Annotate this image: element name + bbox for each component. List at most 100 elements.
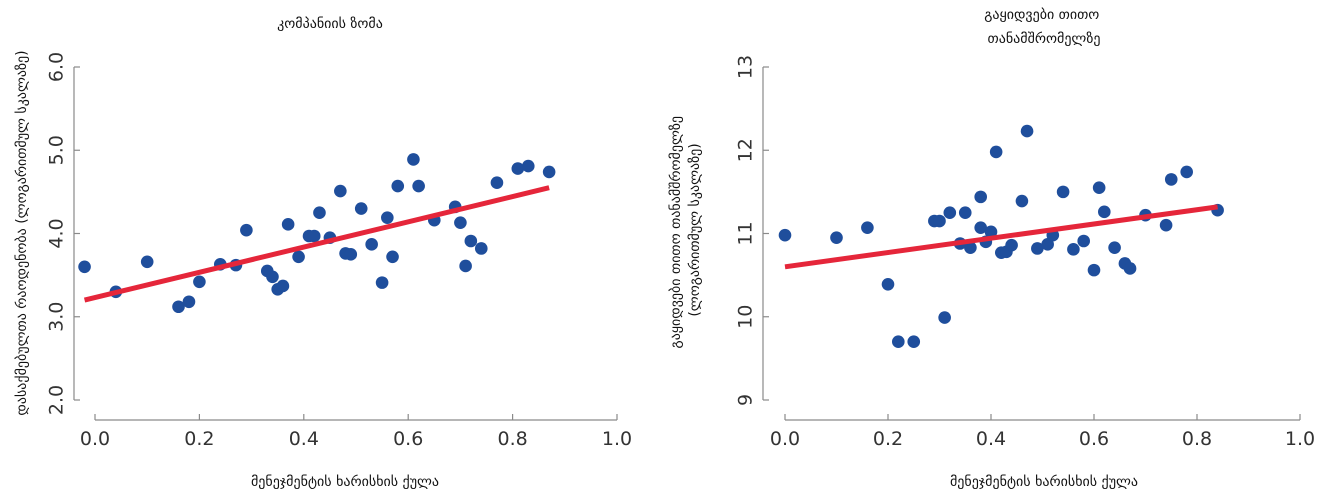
y-tick-label: 4.0 [46, 218, 68, 248]
data-point [1067, 243, 1080, 256]
data-point [386, 250, 399, 264]
data-point [1180, 165, 1193, 179]
data-point [984, 225, 998, 239]
x-tick-label: 0.2 [873, 428, 903, 450]
data-point [1098, 205, 1111, 219]
data-point [1123, 262, 1137, 275]
y-tick-label: 5.0 [46, 135, 68, 165]
data-point [313, 206, 326, 219]
x-axis-title: მენეჯმენტის ხარისხის ქულა [950, 473, 1138, 490]
data-point [381, 211, 394, 224]
data-point [354, 202, 368, 215]
data-point [1015, 194, 1029, 208]
x-tick-label: 0.4 [976, 428, 1006, 450]
data-point [474, 242, 488, 255]
points-series [78, 153, 556, 314]
chart-company-size: კომპანიის ზომა დასაქმებულთა რაოდენობა (ლ… [13, 16, 632, 490]
x-tick-label: 0.0 [80, 428, 110, 450]
data-point [193, 275, 206, 289]
data-point [1020, 124, 1034, 138]
fit-line [83, 185, 550, 303]
x-tick-label: 1.0 [602, 428, 632, 450]
data-point [1005, 238, 1018, 252]
x-tick-label: 0.8 [497, 428, 527, 450]
chart-title: გაყიდვები თითო თანამშრომელზე [984, 7, 1104, 47]
fit-line-group [784, 204, 1218, 270]
data-point [892, 335, 905, 349]
data-point [1108, 241, 1121, 254]
y-axis-title: გაყიდვები თითო თანამშრომელზე (ლოგარითმულ… [667, 112, 703, 349]
data-point [964, 241, 977, 254]
data-point [907, 335, 921, 349]
data-point [974, 190, 987, 204]
data-point [778, 228, 792, 242]
data-point [1159, 218, 1173, 232]
data-point [1087, 263, 1101, 277]
points-series [778, 124, 1224, 349]
chart-title-line: კომპანიის ზომა [277, 16, 383, 32]
x-axis-title: მენეჯმენტის ხარისხის ქულა [251, 473, 439, 490]
data-point [933, 214, 946, 228]
data-point [1041, 238, 1054, 251]
x-tick-label: 0.2 [184, 428, 214, 450]
data-point [407, 153, 420, 166]
x-tick-label: 0.4 [289, 428, 319, 450]
y-axis-title-line: (ლოგარითმულ სკალაზე) [686, 143, 703, 316]
data-point [521, 159, 535, 173]
y-tick-label: 11 [735, 221, 757, 245]
y-axis-title: დასაქმებულთა რაოდენობა (ლოგარითმულ სკალა… [13, 50, 30, 415]
y-tick-label: 3.0 [46, 302, 68, 332]
chart-title-line: თანამშრომელზე [988, 30, 1101, 47]
y-ticks: 9 10 11 12 13 [735, 55, 769, 406]
chart-title: კომპანიის ზომა [277, 16, 383, 32]
data-point [292, 250, 305, 264]
y-tick-label: 9 [735, 394, 757, 406]
data-point [140, 255, 154, 269]
data-point [989, 145, 1003, 159]
fit-line-group [83, 185, 550, 303]
data-point [830, 231, 843, 244]
fit-line [784, 204, 1218, 270]
x-tick-label: 0.8 [1182, 428, 1212, 450]
y-axis-title-line: დასაქმებულთა რაოდენობა (ლოგარითმულ სკალა… [13, 50, 30, 415]
x-tick-label: 0.6 [393, 428, 423, 450]
y-tick-label: 13 [735, 55, 757, 79]
y-axis-title-line: გაყიდვები თითო თანამშრომელზე [667, 116, 684, 348]
data-point [281, 218, 295, 231]
data-point [1164, 173, 1178, 186]
data-point [958, 206, 972, 219]
data-point [974, 221, 987, 234]
x-tick-label: 0.0 [770, 428, 800, 450]
chart-title-line: გაყიდვები თითო [984, 7, 1099, 23]
data-point [459, 259, 472, 273]
data-point [307, 229, 321, 243]
x-ticks: 0.0 0.2 0.4 0.6 0.8 1.0 [770, 414, 1315, 450]
data-point [276, 279, 290, 293]
data-point [454, 216, 467, 229]
data-point [542, 165, 556, 179]
chart-sales-per-employee: გაყიდვები თითო თანამშრომელზე გაყიდვები თ… [667, 7, 1315, 490]
x-ticks: 0.0 0.2 0.4 0.6 0.8 1.0 [80, 414, 632, 450]
data-point [172, 300, 185, 314]
data-point [391, 179, 405, 193]
data-point [861, 221, 874, 234]
data-point [464, 234, 478, 248]
y-tick-label: 10 [735, 305, 757, 329]
y-tick-label: 2.0 [46, 385, 68, 415]
data-point [365, 238, 378, 251]
data-point [490, 176, 504, 190]
data-point [240, 223, 253, 237]
x-tick-label: 1.0 [1285, 428, 1315, 450]
y-ticks: 2.0 3.0 4.0 5.0 6.0 [46, 52, 80, 415]
data-point [1031, 242, 1044, 255]
x-tick-label: 0.6 [1079, 428, 1109, 450]
data-point [511, 162, 525, 175]
data-point [266, 270, 279, 284]
data-point [881, 277, 895, 291]
data-point [375, 276, 389, 289]
data-point [938, 311, 951, 324]
data-point [412, 179, 425, 193]
data-point [334, 184, 347, 198]
data-point [78, 260, 91, 274]
